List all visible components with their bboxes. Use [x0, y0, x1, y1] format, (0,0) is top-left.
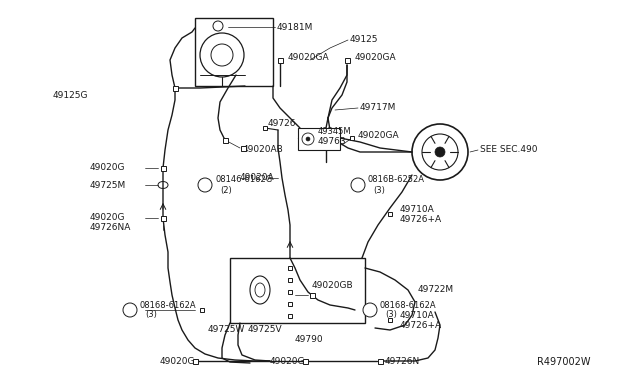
Text: (3): (3): [373, 186, 385, 195]
Text: 49020G: 49020G: [90, 214, 125, 222]
Circle shape: [198, 178, 212, 192]
Text: 49020GA: 49020GA: [358, 131, 399, 140]
Text: 49020G: 49020G: [160, 357, 195, 366]
Bar: [193, 359, 198, 363]
Bar: [230, 258, 365, 323]
Text: 49020A: 49020A: [240, 173, 275, 183]
Circle shape: [435, 147, 445, 157]
Bar: [350, 136, 354, 140]
Text: 49345M: 49345M: [318, 126, 351, 135]
Text: 49020G: 49020G: [90, 163, 125, 171]
Bar: [241, 145, 246, 151]
Bar: [378, 359, 383, 363]
Text: 49726N: 49726N: [385, 357, 420, 366]
Text: (3): (3): [385, 311, 397, 320]
Text: 08168-6162A: 08168-6162A: [380, 301, 436, 310]
Text: 08146-6162G: 08146-6162G: [215, 176, 272, 185]
Text: 49020GA: 49020GA: [355, 54, 397, 62]
Bar: [310, 292, 314, 298]
Text: 49710A: 49710A: [400, 311, 435, 320]
Text: 49020AB: 49020AB: [243, 144, 284, 154]
Bar: [161, 215, 166, 221]
Text: (2): (2): [220, 186, 232, 195]
Text: SEE SEC.490: SEE SEC.490: [480, 145, 538, 154]
Text: B: B: [202, 180, 208, 189]
Bar: [161, 166, 166, 170]
Bar: [278, 58, 282, 62]
Circle shape: [306, 137, 310, 141]
Text: 08168-6162A: 08168-6162A: [140, 301, 196, 310]
Text: 49725V: 49725V: [248, 326, 283, 334]
Bar: [344, 58, 349, 62]
Text: S: S: [367, 305, 372, 314]
Text: 49125: 49125: [350, 35, 378, 45]
Bar: [195, 18, 273, 86]
Bar: [388, 212, 392, 216]
Text: 49020GB: 49020GB: [312, 280, 354, 289]
Text: 49725M: 49725M: [90, 180, 126, 189]
Text: S: S: [355, 180, 361, 189]
Bar: [298, 128, 340, 150]
Circle shape: [123, 303, 137, 317]
Text: 49722M: 49722M: [418, 285, 454, 295]
Text: 49725W: 49725W: [208, 326, 245, 334]
Text: 49726NA: 49726NA: [90, 224, 131, 232]
Text: 49726: 49726: [268, 119, 296, 128]
Text: 49726+A: 49726+A: [400, 321, 442, 330]
Text: 49790: 49790: [295, 336, 324, 344]
Bar: [388, 318, 392, 322]
Text: 49726+A: 49726+A: [400, 215, 442, 224]
Bar: [303, 359, 307, 363]
Text: 49763: 49763: [318, 137, 347, 145]
Bar: [223, 138, 227, 142]
Bar: [288, 290, 292, 294]
Text: 49125G: 49125G: [53, 90, 88, 99]
Bar: [288, 266, 292, 270]
Text: 49181M: 49181M: [277, 22, 314, 32]
Circle shape: [351, 178, 365, 192]
Circle shape: [363, 303, 377, 317]
Text: 49717M: 49717M: [360, 103, 396, 112]
Bar: [173, 86, 177, 90]
Bar: [288, 302, 292, 306]
Bar: [263, 126, 267, 130]
Text: 0816B-6252A: 0816B-6252A: [368, 176, 425, 185]
Bar: [288, 314, 292, 318]
Bar: [200, 308, 204, 312]
Bar: [288, 278, 292, 282]
Text: 49020GA: 49020GA: [288, 52, 330, 61]
Text: 49020G: 49020G: [270, 357, 305, 366]
Text: S: S: [127, 305, 132, 314]
Circle shape: [412, 124, 468, 180]
Text: R497002W: R497002W: [536, 357, 590, 367]
Text: (3): (3): [145, 311, 157, 320]
Text: 49710A: 49710A: [400, 205, 435, 215]
